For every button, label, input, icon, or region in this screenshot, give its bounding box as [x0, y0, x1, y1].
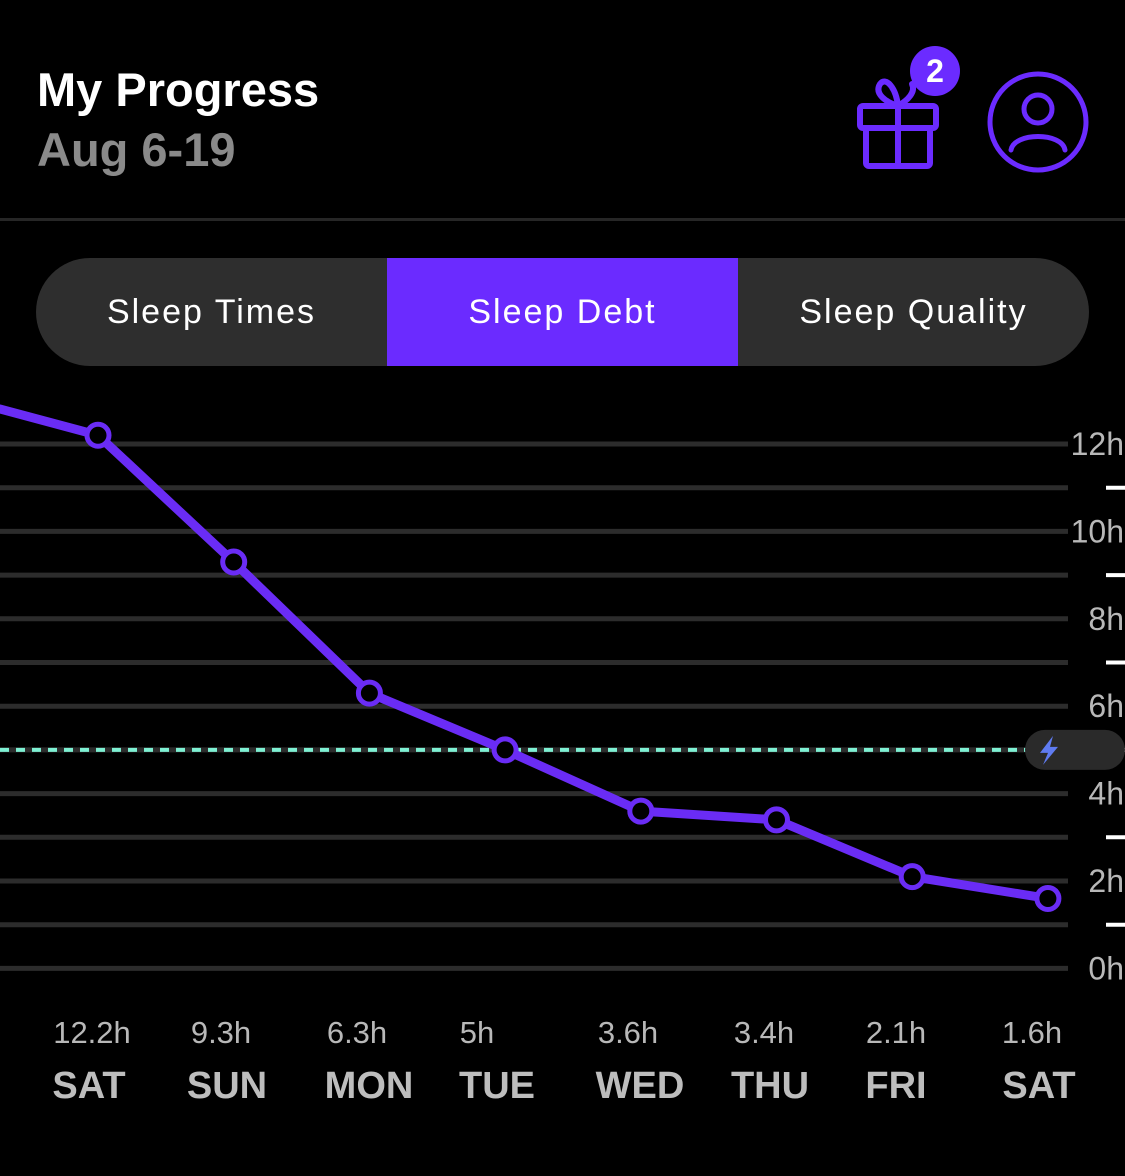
data-point: [763, 806, 790, 834]
data-point: [491, 736, 519, 764]
data-point: [898, 863, 926, 891]
segmented-control: Sleep Times Sleep Debt Sleep Quality: [36, 258, 1089, 366]
tab-sleep-debt[interactable]: Sleep Debt: [387, 258, 738, 366]
data-point: [220, 548, 248, 576]
notification-badge: 2: [910, 46, 960, 96]
data-label: 2.1h: [866, 1015, 926, 1050]
tab-sleep-times[interactable]: Sleep Times: [106, 292, 317, 331]
y-tick-label: 6h: [1088, 688, 1124, 724]
data-point: [84, 421, 112, 449]
x-tick-label: SUN: [187, 1065, 267, 1107]
data-label: 3.6h: [598, 1015, 658, 1050]
y-tick-label: 2h: [1088, 863, 1124, 899]
data-label: 9.3h: [191, 1015, 251, 1050]
y-tick-label: 12h: [1071, 426, 1124, 462]
data-point: [627, 797, 655, 825]
y-tick-label: 0h: [1088, 950, 1124, 986]
profile-icon[interactable]: [986, 70, 1090, 174]
x-tick-label: MON: [325, 1065, 414, 1107]
lightning-bolt-icon: [1040, 735, 1058, 765]
sleep-debt-line: [0, 404, 1053, 903]
tab-sleep-quality[interactable]: Sleep Quality: [799, 292, 1028, 331]
header-divider: [0, 218, 1125, 221]
data-point: [1034, 884, 1062, 912]
date-range: Aug 6-19: [37, 123, 236, 176]
x-tick-label: SAT: [52, 1065, 125, 1107]
y-tick-label: 4h: [1088, 776, 1124, 812]
header: My Progress Aug 6-19 2: [0, 0, 1125, 218]
y-tick-label: 10h: [1071, 513, 1124, 549]
data-label: 5h: [460, 1015, 494, 1050]
target-marker: [1025, 729, 1125, 770]
page-title: My Progress: [37, 63, 320, 116]
x-tick-label: WED: [596, 1065, 685, 1107]
data-label: 1.6h: [1002, 1015, 1062, 1050]
gift-icon[interactable]: [852, 72, 944, 172]
sleep-debt-chart: 0h 2h 4h 6h 8h 10h 12h 12.2h 9.3h 6.3h 5h 3.6h 3.4h 2…: [0, 404, 1125, 1107]
data-label: 6.3h: [327, 1015, 387, 1050]
x-tick-label: THU: [731, 1065, 809, 1107]
data-point: [355, 679, 383, 707]
data-label: 12.2h: [53, 1015, 131, 1050]
x-tick-label: SAT: [1002, 1065, 1075, 1107]
x-tick-label: TUE: [459, 1065, 535, 1107]
y-tick-label: 8h: [1088, 601, 1124, 637]
data-label: 3.4h: [734, 1015, 794, 1050]
x-tick-label: FRI: [865, 1065, 926, 1107]
